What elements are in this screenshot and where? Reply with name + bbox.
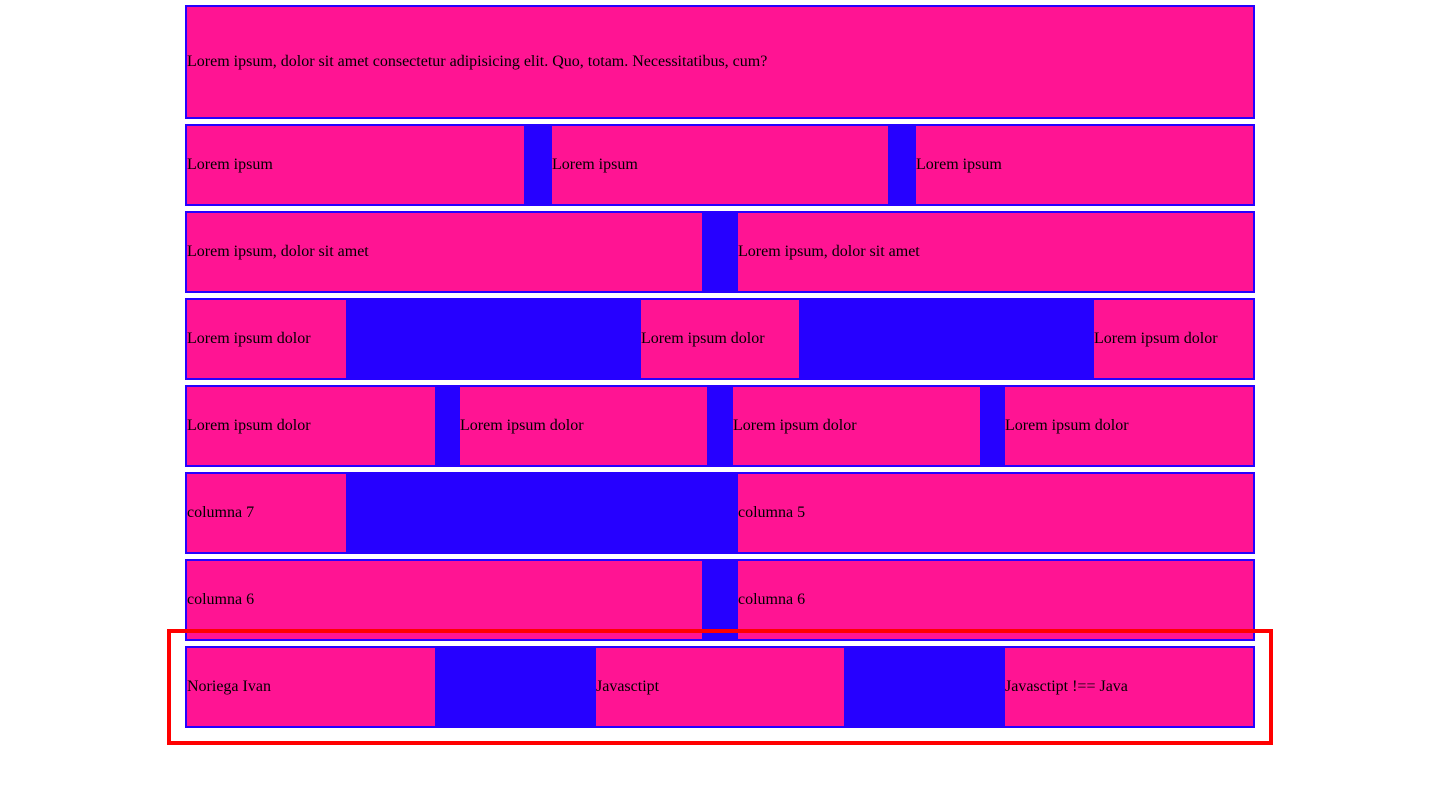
grid-container: Lorem ipsum, dolor sit amet consectetur …	[185, 5, 1255, 733]
grid-row-3: Lorem ipsum, dolor sit amet Lorem ipsum,…	[185, 211, 1255, 293]
grid-cell: Lorem ipsum dolor	[641, 300, 799, 378]
grid-cell: Lorem ipsum	[916, 126, 1253, 204]
grid-cell: Lorem ipsum dolor	[1094, 300, 1253, 378]
grid-cell: Lorem ipsum dolor	[187, 387, 435, 465]
grid-cell: Lorem ipsum	[187, 126, 524, 204]
grid-cell: Lorem ipsum, dolor sit amet	[187, 213, 702, 291]
grid-cell: Noriega Ivan	[187, 648, 435, 726]
grid-cell: Lorem ipsum, dolor sit amet	[738, 213, 1253, 291]
grid-cell: columna 6	[187, 561, 702, 639]
grid-cell: columna 6	[738, 561, 1253, 639]
grid-cell: Lorem ipsum dolor	[733, 387, 980, 465]
grid-cell: Lorem ipsum dolor	[460, 387, 707, 465]
grid-row-5: Lorem ipsum dolor Lorem ipsum dolor Lore…	[185, 385, 1255, 467]
grid-row-2: Lorem ipsum Lorem ipsum Lorem ipsum	[185, 124, 1255, 206]
grid-cell: Lorem ipsum dolor	[187, 300, 346, 378]
grid-cell: Javasctipt	[596, 648, 844, 726]
grid-cell: Lorem ipsum dolor	[1005, 387, 1253, 465]
grid-cell: Lorem ipsum, dolor sit amet consectetur …	[187, 7, 1253, 117]
grid-cell: Lorem ipsum	[552, 126, 888, 204]
grid-row-6: columna 7 columna 5	[185, 472, 1255, 554]
grid-row-1: Lorem ipsum, dolor sit amet consectetur …	[185, 5, 1255, 119]
grid-row-4: Lorem ipsum dolor Lorem ipsum dolor Lore…	[185, 298, 1255, 380]
grid-cell: Javasctipt !== Java	[1005, 648, 1253, 726]
grid-row-7: columna 6 columna 6	[185, 559, 1255, 641]
grid-row-8: Noriega Ivan Javasctipt Javasctipt !== J…	[185, 646, 1255, 728]
grid-cell: columna 7	[187, 474, 346, 552]
grid-cell: columna 5	[738, 474, 1253, 552]
